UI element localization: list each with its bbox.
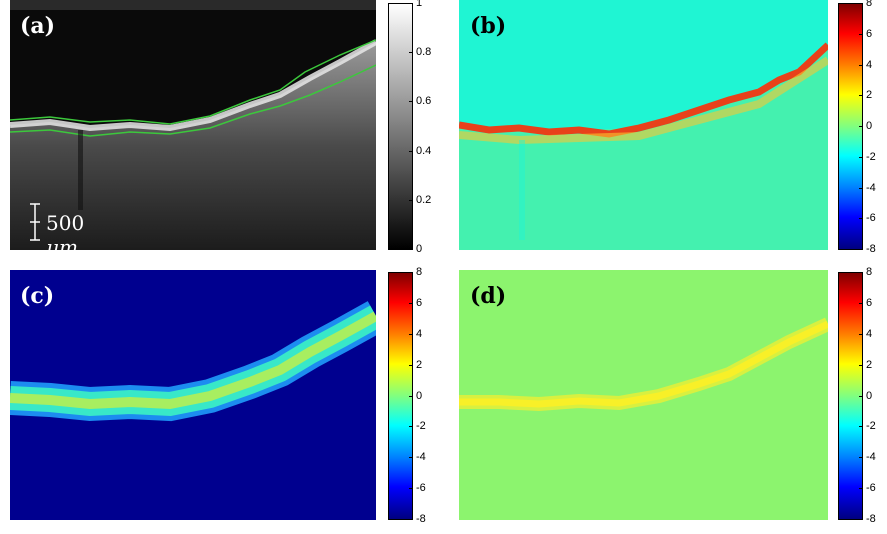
map-c-svg [10, 301, 376, 422]
bright-surface-layer [10, 39, 376, 132]
colorbar-tick-mark [409, 334, 413, 335]
colorbar-tick-label: -4 [416, 451, 426, 463]
colorbar-tick-mark [859, 519, 863, 520]
colorbar-tick-label: -4 [866, 182, 876, 194]
colorbar-tick-mark [859, 249, 863, 250]
colorbar-tick-mark [409, 303, 413, 304]
colorbar-tick-mark [409, 457, 413, 458]
scale-bar-label: 500 μm [46, 211, 84, 259]
colorbar-tick-mark [859, 188, 863, 189]
colorbar-tick-mark [409, 249, 413, 250]
colorbar-tick-label: 4 [866, 328, 873, 340]
upper-boundary-line [10, 39, 376, 125]
colorbar-tick-mark [859, 334, 863, 335]
colorbar-tick-label: 0.4 [416, 145, 432, 157]
colorbar-tick-label: 8 [866, 266, 873, 278]
colorbar-tick-label: 6 [866, 297, 873, 309]
colorbar-tick-mark [859, 426, 863, 427]
scale-bar-number: 500 [46, 211, 85, 235]
colorbar-tick-label: 4 [866, 59, 873, 71]
colorbar-tick-mark [859, 95, 863, 96]
colorbar-tick-mark [409, 52, 413, 53]
band-core-c [10, 311, 376, 410]
colorbar-tick-label: 2 [866, 359, 873, 371]
colorbar-tick-label: -2 [866, 151, 876, 163]
colorbar-tick-mark [409, 272, 413, 273]
colorbar-tick-label: 0.8 [416, 46, 432, 58]
scale-bar-unit: μm [46, 235, 78, 259]
bright-layer-b [459, 42, 828, 138]
band-core-d [459, 320, 828, 408]
colorbar-tick-label: -6 [866, 482, 876, 494]
colorbar-tick-label: -6 [416, 482, 426, 494]
colorbar-tick-label: -8 [416, 513, 426, 525]
colorbar-tick-mark [859, 396, 863, 397]
jet-map-b [459, 0, 828, 250]
colorbar-tick-label: 2 [866, 89, 873, 101]
colorbar-tick-mark [859, 157, 863, 158]
colorbar-tick-mark [859, 272, 863, 273]
panel-b-label: (b) [470, 13, 507, 39]
colorbar-tick-label: -2 [416, 420, 426, 432]
colorbar-tick-label: -8 [866, 513, 876, 525]
colorbar-tick-mark [859, 365, 863, 366]
colorbar-tick-label: -8 [866, 243, 876, 255]
colorbar-tick-mark [409, 488, 413, 489]
colorbar-tick-label: 6 [866, 28, 873, 40]
colorbar-tick-mark [409, 151, 413, 152]
colorbar-tick-label: -6 [866, 212, 876, 224]
colorbar-tick-mark [409, 3, 413, 4]
colorbar-tick-mark [409, 101, 413, 102]
colorbar-tick-label: 4 [416, 328, 423, 340]
colorbar-tick-label: 8 [866, 0, 873, 9]
colorbar-tick-label: 2 [416, 359, 423, 371]
colorbar-tick-label: -2 [866, 420, 876, 432]
colorbar-tick-mark [859, 126, 863, 127]
lower-boundary-line [10, 64, 376, 137]
colorbar-tick-label: 0 [416, 243, 423, 255]
colorbar-d [838, 272, 863, 520]
colorbar-tick-label: -4 [866, 451, 876, 463]
colorbar-tick-mark [859, 488, 863, 489]
colorbar-tick-label: 1 [416, 0, 423, 9]
colorbar-tick-label: 0 [866, 120, 873, 132]
oct-image-svg [10, 0, 376, 250]
colorbar-tick-mark [859, 218, 863, 219]
map-b-svg [459, 42, 828, 250]
tissue-region-b [459, 45, 828, 250]
band-outer-d [459, 317, 828, 412]
colorbar-tick-label: 8 [416, 266, 423, 278]
colorbar-tick-mark [859, 3, 863, 4]
colorbar-tick-label: 0.2 [416, 194, 432, 206]
oct-grayscale-image [10, 0, 376, 250]
panel-c-label: (c) [20, 283, 55, 309]
map-d-svg [459, 317, 828, 412]
colorbar-tick-mark [859, 65, 863, 66]
colorbar-tick-mark [409, 200, 413, 201]
colorbar-tick-label: 0.6 [416, 95, 432, 107]
colorbar-tick-label: 0 [866, 390, 873, 402]
jet-map-c [10, 270, 376, 520]
colorbar-tick-mark [859, 34, 863, 35]
colorbar-a [388, 3, 413, 250]
colorbar-tick-label: 0 [416, 390, 423, 402]
colorbar-tick-mark [409, 519, 413, 520]
colorbar-tick-label: 6 [416, 297, 423, 309]
colorbar-tick-mark [859, 303, 863, 304]
colorbar-tick-mark [409, 396, 413, 397]
jet-map-d [459, 270, 828, 520]
colorbar-tick-mark [409, 426, 413, 427]
panel-d-label: (d) [470, 283, 507, 309]
panel-a-label: (a) [20, 13, 56, 39]
colorbar-tick-mark [859, 457, 863, 458]
colorbar-tick-mark [409, 365, 413, 366]
